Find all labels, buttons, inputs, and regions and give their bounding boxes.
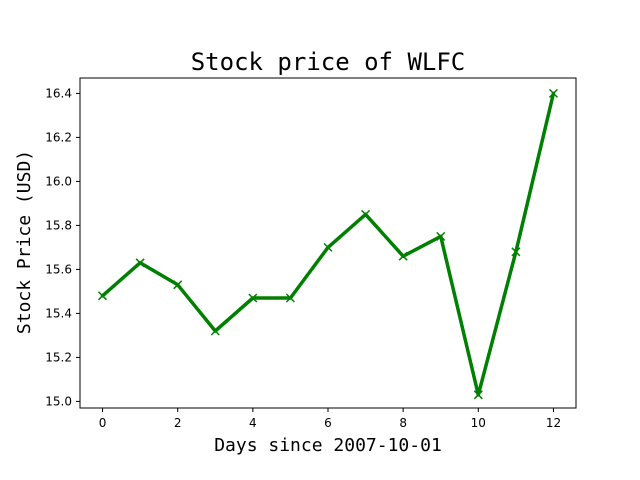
data-point-marker xyxy=(285,293,295,303)
plot-frame xyxy=(79,77,577,409)
data-point-marker xyxy=(248,293,258,303)
x-tick-label: 2 xyxy=(174,416,182,430)
y-tick-label: 15.8 xyxy=(45,218,72,232)
chart-title: Stock price of WLFC xyxy=(191,48,466,76)
x-tick-label: 8 xyxy=(399,416,407,430)
y-axis-label: Stock Price (USD) xyxy=(14,150,35,334)
x-tick-label: 0 xyxy=(99,416,107,430)
data-point-marker xyxy=(173,280,183,290)
data-point-marker xyxy=(511,247,521,257)
x-tick-label: 12 xyxy=(546,416,561,430)
y-tick-label: 15.2 xyxy=(45,350,72,364)
data-point-marker xyxy=(473,390,483,400)
x-tick-label: 4 xyxy=(249,416,257,430)
series-line xyxy=(100,91,556,397)
y-tick-label: 16.4 xyxy=(45,86,72,100)
x-axis-label: Days since 2007-10-01 xyxy=(214,435,442,456)
plot-area: 0 2 4 6 8 10 12 15.0 15.2 15.4 15.6 15.8 16.0 16.2 16.… xyxy=(45,77,577,430)
y-tick-label: 16.2 xyxy=(45,130,72,144)
y-tick-label: 15.4 xyxy=(45,306,72,320)
data-point-marker xyxy=(548,88,558,98)
data-point-marker xyxy=(436,231,446,241)
y-tick-label: 15.0 xyxy=(45,394,72,408)
data-point-marker xyxy=(210,326,220,336)
x-tick-label: 6 xyxy=(324,416,332,430)
data-point-marker xyxy=(361,209,371,219)
y-tick-label: 15.6 xyxy=(45,262,72,276)
data-point-marker xyxy=(98,291,108,301)
data-point-marker xyxy=(323,242,333,252)
data-point-marker xyxy=(135,258,145,268)
data-point-marker xyxy=(398,251,408,261)
x-tick-label: 10 xyxy=(471,416,486,430)
y-tick-label: 16.0 xyxy=(45,174,72,188)
